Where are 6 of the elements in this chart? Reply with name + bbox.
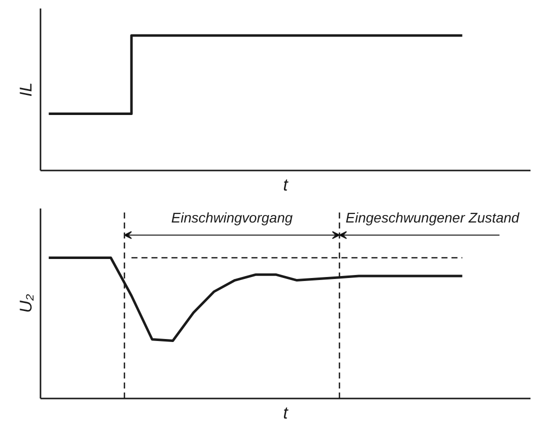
x-axis-title: t xyxy=(283,404,290,422)
x-axis-title: t xyxy=(283,176,290,194)
text: Eingeschwungener Zustand xyxy=(346,210,520,226)
y-axis-title: IL xyxy=(16,82,36,97)
y-axis-title: U₂ xyxy=(16,294,36,313)
text: Einschwingvorgang xyxy=(171,210,293,226)
